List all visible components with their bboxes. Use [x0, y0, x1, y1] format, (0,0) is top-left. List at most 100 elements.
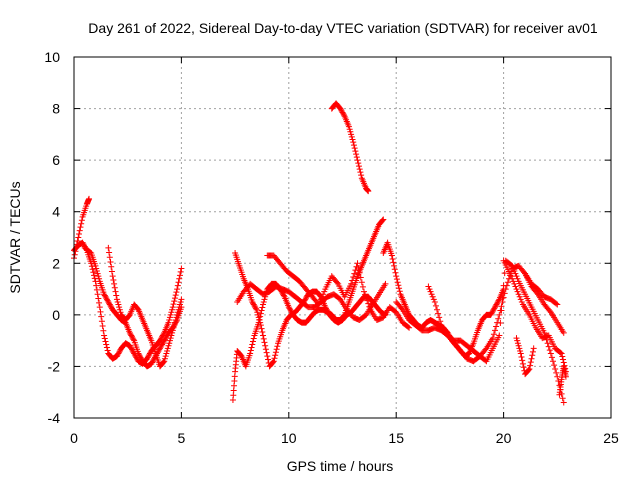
data-point-interp	[553, 369, 560, 376]
data-point-interp	[512, 270, 519, 277]
data-point-interp	[351, 145, 358, 152]
data-point-interp	[168, 309, 175, 316]
data-point-interp	[352, 267, 359, 274]
data-point-interp	[346, 126, 353, 133]
data-point-interp	[255, 314, 262, 321]
data-point-interp	[128, 332, 135, 339]
data-point-interp	[161, 355, 168, 362]
data-point-interp	[334, 279, 341, 286]
data-point-interp	[560, 356, 567, 363]
data-point-interp	[98, 313, 105, 320]
data-point-interp	[528, 355, 535, 362]
data-point	[526, 366, 533, 373]
data-point-interp	[160, 338, 167, 345]
data-point	[530, 345, 537, 352]
data-point-interp	[394, 279, 401, 286]
data-point-interp	[508, 262, 515, 269]
data-point-interp	[356, 166, 363, 173]
x-tick-label: 5	[178, 430, 186, 446]
data-point-interp	[177, 298, 184, 305]
x-tick-label: 20	[496, 430, 512, 446]
data-point-interp	[527, 359, 534, 366]
data-point-interp	[482, 346, 489, 353]
data-point	[560, 329, 567, 336]
x-tick-label: 10	[281, 430, 297, 446]
data-point-interp	[166, 340, 173, 347]
data-point-interp	[164, 347, 171, 354]
data-point-interp	[175, 279, 182, 286]
data-point-interp	[529, 352, 536, 359]
data-point	[161, 337, 168, 344]
data-point	[382, 280, 389, 287]
data-point-interp	[338, 108, 345, 115]
data-point-interp	[511, 280, 518, 287]
data-point-interp	[320, 291, 327, 298]
data-point	[487, 311, 494, 318]
data-point-interp	[164, 345, 171, 352]
data-point-interp	[71, 251, 78, 258]
data-point-interp	[172, 292, 179, 299]
data-point-interp	[257, 310, 264, 317]
data-point-interp	[511, 268, 518, 275]
data-point	[105, 244, 112, 251]
data-point	[322, 304, 329, 311]
data-point-interp	[501, 270, 508, 277]
data-point-interp	[160, 359, 167, 366]
data-point-interp	[127, 331, 134, 338]
data-point-interp	[340, 110, 347, 117]
data-point-interp	[286, 305, 293, 312]
data-point-interp	[249, 341, 256, 348]
data-point-interp	[103, 341, 110, 348]
data-point-interp	[488, 310, 495, 317]
data-point-interp	[391, 262, 398, 269]
data-point	[393, 273, 400, 280]
data-point-interp	[348, 133, 355, 140]
data-point-interp	[495, 315, 502, 322]
data-point-interp	[347, 128, 354, 135]
data-point-interp	[161, 336, 168, 343]
data-point-interp	[349, 136, 356, 143]
data-point-interp	[358, 172, 365, 179]
data-point	[285, 304, 292, 311]
data-point-interp	[112, 288, 119, 295]
data-point-interp	[270, 359, 277, 366]
data-point-interp	[263, 349, 270, 356]
data-point-interp	[504, 279, 511, 286]
data-point-interp	[138, 355, 145, 362]
data-point-interp	[95, 273, 102, 280]
data-point-interp	[391, 266, 398, 273]
data-point-interp	[103, 344, 110, 351]
y-tick-label: 0	[52, 307, 60, 323]
data-point-interp	[162, 335, 169, 342]
data-point	[354, 157, 361, 164]
data-point	[558, 350, 565, 357]
data-point-interp	[514, 337, 521, 344]
data-point-interp	[379, 217, 386, 224]
data-point-interp	[546, 347, 553, 354]
data-point	[513, 286, 520, 293]
data-point-interp	[116, 306, 123, 313]
data-point	[360, 288, 367, 295]
data-point-interp	[89, 266, 96, 273]
data-point-interp	[98, 318, 105, 325]
data-point	[507, 270, 514, 277]
data-point-interp	[106, 254, 113, 261]
data-point-interp	[338, 106, 345, 113]
data-point	[144, 355, 151, 362]
data-point	[169, 304, 176, 311]
data-point-interp	[107, 302, 114, 309]
data-point	[161, 358, 168, 365]
data-point-interp	[500, 282, 507, 289]
data-point-interp	[106, 249, 113, 256]
data-point-interp	[80, 240, 87, 247]
data-point-interp	[146, 351, 153, 358]
data-point-interp	[426, 286, 433, 293]
data-point-interp	[398, 305, 405, 312]
grid-lines	[74, 57, 611, 418]
data-point-interp	[437, 318, 444, 325]
data-point-interp	[252, 305, 259, 312]
data-point-interp	[95, 295, 102, 302]
data-point	[492, 304, 499, 311]
data-point	[257, 322, 264, 329]
